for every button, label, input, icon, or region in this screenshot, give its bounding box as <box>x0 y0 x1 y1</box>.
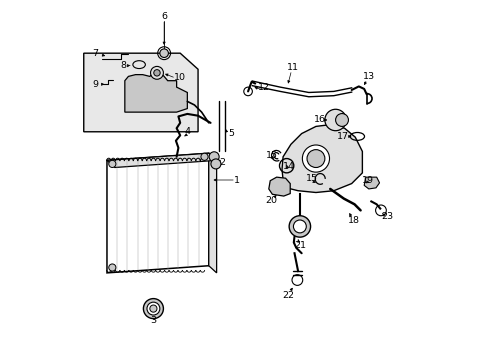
Text: 10: 10 <box>173 73 185 82</box>
Circle shape <box>143 298 163 319</box>
Polygon shape <box>282 125 362 193</box>
Circle shape <box>108 160 116 167</box>
Text: 9: 9 <box>92 80 98 89</box>
Circle shape <box>335 113 348 126</box>
Circle shape <box>108 264 116 271</box>
Text: 15: 15 <box>266 151 278 160</box>
Text: 5: 5 <box>227 129 233 138</box>
Text: 19: 19 <box>361 176 373 185</box>
Polygon shape <box>107 153 208 273</box>
Text: 15: 15 <box>306 175 318 184</box>
Circle shape <box>149 305 157 312</box>
Text: 16: 16 <box>314 116 325 125</box>
Text: 3: 3 <box>150 315 156 324</box>
Circle shape <box>153 69 160 76</box>
Circle shape <box>306 150 324 167</box>
Text: 20: 20 <box>265 196 277 205</box>
Circle shape <box>150 66 163 79</box>
Circle shape <box>147 302 160 315</box>
Text: 2: 2 <box>219 158 225 167</box>
Polygon shape <box>124 73 187 112</box>
Circle shape <box>293 220 305 233</box>
Circle shape <box>302 145 329 172</box>
Text: 8: 8 <box>121 61 126 70</box>
Text: 17: 17 <box>336 132 348 141</box>
Text: 21: 21 <box>293 240 305 249</box>
Polygon shape <box>208 153 216 273</box>
Text: 11: 11 <box>286 63 298 72</box>
Circle shape <box>324 109 346 131</box>
Text: 7: 7 <box>92 49 98 58</box>
Text: 1: 1 <box>234 176 240 185</box>
Circle shape <box>160 49 168 58</box>
Polygon shape <box>364 177 379 189</box>
Polygon shape <box>107 153 216 167</box>
Text: 4: 4 <box>184 127 190 136</box>
Circle shape <box>210 159 221 169</box>
Circle shape <box>209 152 219 162</box>
Text: 23: 23 <box>381 212 393 221</box>
Text: 22: 22 <box>282 291 293 300</box>
Polygon shape <box>83 53 198 132</box>
Text: 14: 14 <box>283 162 295 171</box>
Text: 12: 12 <box>258 83 269 92</box>
Circle shape <box>288 216 310 237</box>
Text: 18: 18 <box>347 216 359 225</box>
Circle shape <box>201 153 207 160</box>
Polygon shape <box>268 177 290 196</box>
Text: 13: 13 <box>362 72 374 81</box>
Text: 6: 6 <box>161 12 167 21</box>
